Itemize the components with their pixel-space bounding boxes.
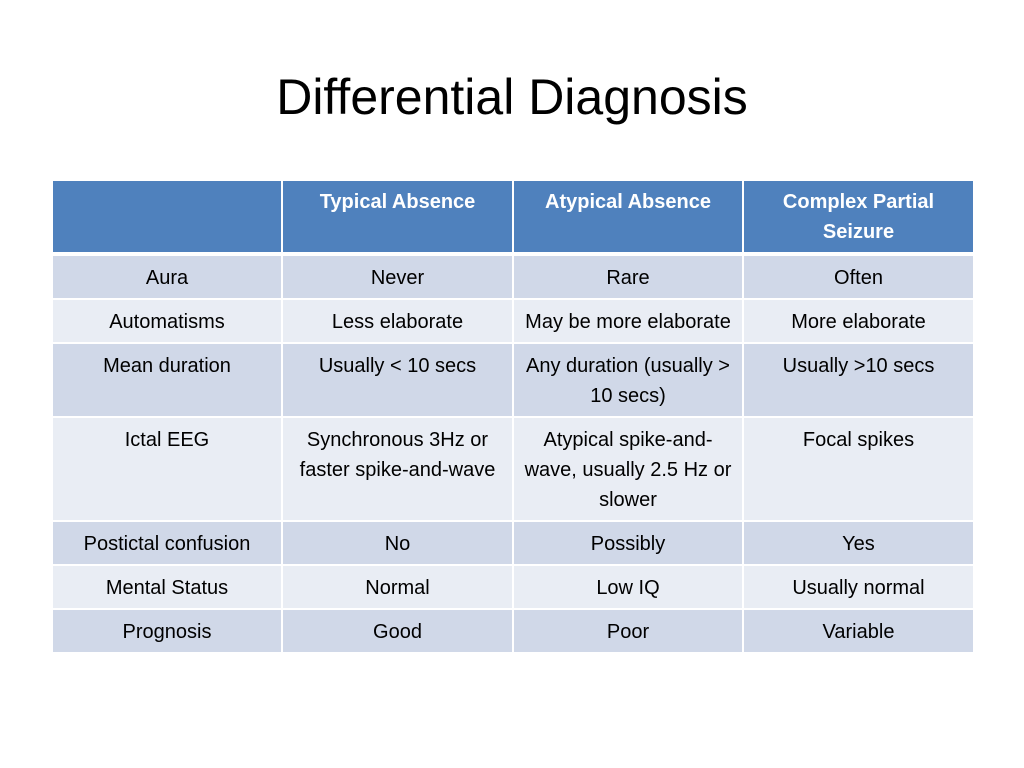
table-cell: Normal — [281, 564, 514, 610]
table-row-mean-duration: Mean duration Usually < 10 secs Any dura… — [51, 342, 975, 418]
header-cell-complex-partial-seizure: Complex Partial Seizure — [742, 179, 975, 256]
row-label: Mental Status — [51, 564, 283, 610]
table-row-automatisms: Automatisms Less elaborate May be more e… — [51, 298, 975, 344]
row-label: Automatisms — [51, 298, 283, 344]
table-cell: Yes — [742, 520, 975, 566]
table-cell: Variable — [742, 608, 975, 654]
table-cell: No — [281, 520, 514, 566]
table-cell: Good — [281, 608, 514, 654]
table-cell: Never — [281, 253, 514, 300]
table-cell: Usually normal — [742, 564, 975, 610]
table-cell: Possibly — [512, 520, 744, 566]
header-cell-empty — [51, 179, 283, 256]
table-row-mental-status: Mental Status Normal Low IQ Usually norm… — [51, 564, 975, 610]
row-label: Prognosis — [51, 608, 283, 654]
table-cell: Usually >10 secs — [742, 342, 975, 418]
table-cell: Less elaborate — [281, 298, 514, 344]
table-cell: May be more elaborate — [512, 298, 744, 344]
table-cell: Low IQ — [512, 564, 744, 610]
table-row-aura: Aura Never Rare Often — [51, 253, 975, 300]
table-cell: Poor — [512, 608, 744, 654]
table-header-row: Typical Absence Atypical Absence Complex… — [51, 179, 975, 256]
header-cell-atypical-absence: Atypical Absence — [512, 179, 744, 256]
table-row-prognosis: Prognosis Good Poor Variable — [51, 608, 975, 654]
header-cell-typical-absence: Typical Absence — [281, 179, 514, 256]
row-label: Ictal EEG — [51, 416, 283, 522]
table-cell: Rare — [512, 253, 744, 300]
row-label: Postictal confusion — [51, 520, 283, 566]
table-row-postictal-confusion: Postictal confusion No Possibly Yes — [51, 520, 975, 566]
table-cell: Often — [742, 253, 975, 300]
table-cell: Synchronous 3Hz or faster spike-and-wave — [281, 416, 514, 522]
table-cell: More elaborate — [742, 298, 975, 344]
row-label: Mean duration — [51, 342, 283, 418]
table-cell: Usually < 10 secs — [281, 342, 514, 418]
table-cell: Atypical spike-and-wave, usually 2.5 Hz … — [512, 416, 744, 522]
table-cell: Any duration (usually > 10 secs) — [512, 342, 744, 418]
slide-title: Differential Diagnosis — [276, 69, 748, 125]
table-cell: Focal spikes — [742, 416, 975, 522]
differential-diagnosis-table: Typical Absence Atypical Absence Complex… — [51, 179, 975, 654]
diagnosis-table-container: Typical Absence Atypical Absence Complex… — [51, 179, 975, 654]
row-label: Aura — [51, 253, 283, 300]
table-row-ictal-eeg: Ictal EEG Synchronous 3Hz or faster spik… — [51, 416, 975, 522]
